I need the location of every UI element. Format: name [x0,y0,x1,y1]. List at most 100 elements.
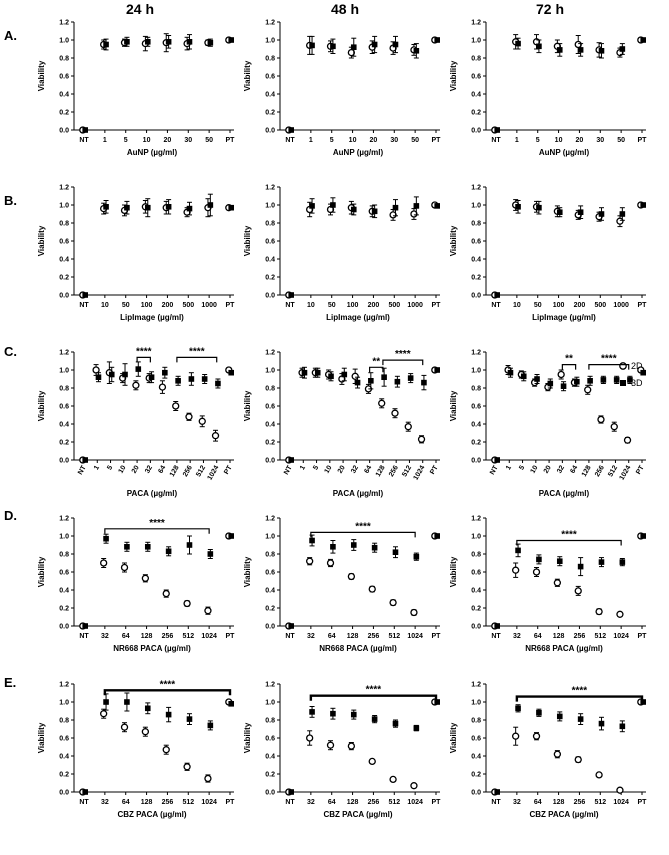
x-tick-label: NT [491,633,501,640]
point-3d [186,205,193,212]
point-3d [103,41,109,48]
x-tick-label: 20 [131,464,141,474]
x-tick-label: 32 [101,633,109,640]
point-3d [520,373,527,380]
x-axis-label: NR668 PACA (µg/ml) [525,644,603,653]
x-tick-label: 512 [195,464,207,478]
point-3d [328,373,334,380]
point-2d [557,370,565,379]
y-tick-label: 0.8 [59,221,69,228]
point-3d [228,37,234,43]
y-tick-label: 0.2 [59,772,69,779]
point-3d [577,47,584,53]
y-tick-label: 1.0 [471,534,481,541]
point-3d [175,378,181,384]
y-tick-label: 0.6 [471,570,481,577]
x-tick-label: 128 [141,799,153,806]
y-tick-label: 0.0 [265,458,275,465]
point-3d [124,699,130,705]
y-tick-label: 1.0 [471,203,481,210]
point-2d [532,568,541,576]
x-tick-label: NT [489,464,500,476]
point-3d [82,292,88,298]
significance-label: **** [149,518,165,529]
x-tick-label: 128 [375,464,387,478]
y-tick-label: 0.2 [471,275,481,282]
x-axis-label: PACA (µg/ml) [539,489,590,498]
x-tick-label: 200 [368,302,380,309]
y-tick-label: 1.2 [59,516,69,523]
x-tick-label: 10 [324,464,334,474]
y-axis-label: Viability [243,556,252,587]
significance-bracket [515,695,644,702]
x-tick-label: 32 [556,464,566,474]
y-tick-label: 0.2 [265,772,275,779]
y-tick-label: 0.8 [59,718,69,725]
point-3d [413,553,420,560]
x-tick-label: 512 [388,799,400,806]
y-tick-label: 0.0 [59,458,69,465]
x-tick-label: 200 [162,302,174,309]
x-axis-label: CBZ PACA (µg/ml) [323,810,392,819]
point-3d [82,623,88,629]
point-2d [351,372,359,380]
point-3d [188,376,195,382]
y-tick-label: 0.0 [265,624,275,631]
panel-b-24h: 0.0 0.2 0.4 0.6 0.8 1.0 1.2 Viability NT 10 50 100 2… [37,185,235,323]
y-tick-label: 0.8 [265,386,275,393]
row-label-c: C. [4,344,17,359]
y-tick-label: 0.6 [59,736,69,743]
x-tick-label: 1024 [619,464,633,481]
y-tick-label: 0.2 [265,440,275,447]
point-2d [100,710,108,718]
y-tick-label: 0.0 [265,790,275,797]
x-tick-label: 64 [363,464,373,474]
x-tick-label: 10 [349,137,357,144]
point-3d [288,127,294,133]
point-3d [103,535,109,542]
point-3d [314,369,321,376]
y-tick-label: 0.0 [59,293,69,300]
x-tick-label: 1024 [407,633,423,640]
y-axis-label: Viability [449,60,458,91]
x-tick-label: 100 [141,302,153,309]
point-3d [434,533,440,539]
y-tick-label: 0.2 [59,110,69,117]
point-3d [494,457,500,463]
y-tick-label: 0.0 [265,293,275,300]
point-2d [326,559,335,567]
x-tick-label: 256 [594,464,606,478]
column-title-24h: 24 h [126,1,154,17]
panel-d-24h: 0.0 0.2 0.4 0.6 0.8 1.0 1.2 Viability NT 32 64 128 2… [37,516,235,654]
x-tick-label: 128 [553,799,565,806]
point-3d [619,559,626,565]
x-axis-label: LipImage (µg/ml) [326,313,390,322]
point-2d [162,746,170,754]
y-axis-label: Viability [449,225,458,256]
y-tick-label: 0.2 [59,606,69,613]
x-tick-label: 64 [122,799,130,806]
y-tick-label: 0.4 [265,754,275,761]
x-tick-label: 500 [594,302,606,309]
row-label-d: D. [4,508,17,523]
y-tick-label: 0.6 [471,404,481,411]
y-axis-label: Viability [243,722,252,753]
point-3d [186,542,193,548]
legend-2d-marker [619,362,627,370]
point-2d [198,417,206,425]
point-2d [616,610,624,618]
x-tick-label: 64 [122,633,130,640]
panel-c-72h: 0.0 0.2 0.4 0.6 0.8 1.0 1.2 Viability NT 1 5 10 20 32… [449,350,646,499]
y-tick-label: 0.4 [59,422,69,429]
panel-b-72h: 0.0 0.2 0.4 0.6 0.8 1.0 1.2 Viability NT 10 50 100 2… [449,185,647,323]
panel-d-48h: 0.0 0.2 0.4 0.6 0.8 1.0 1.2 Viability NT 32 64 128 2… [243,516,441,654]
x-tick-label: 10 [307,302,315,309]
x-tick-label: 32 [307,799,315,806]
point-3d [640,369,646,376]
point-2d [141,574,150,582]
point-3d [381,374,387,380]
panel-c-48h: 0.0 0.2 0.4 0.6 0.8 1.0 1.2 Viability NT 1 5 10 20 32… [243,349,440,498]
x-tick-label: 128 [169,464,181,478]
x-axis-label: AuNP (µg/ml) [127,148,178,157]
point-3d [494,789,500,795]
